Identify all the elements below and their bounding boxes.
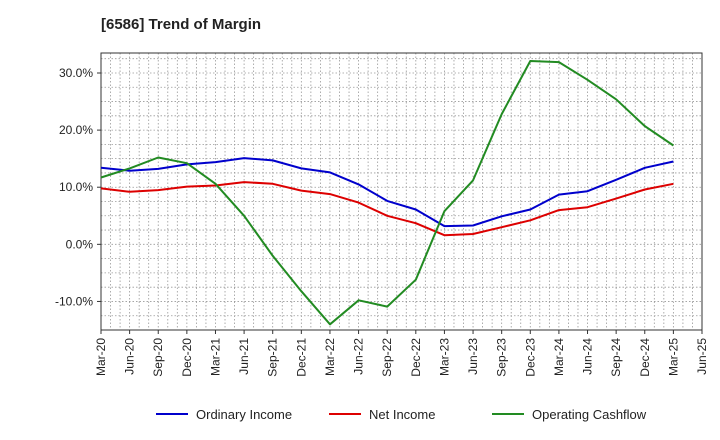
x-tick-label: Sep-23 [495,338,509,377]
y-tick-label: -10.0% [55,294,93,308]
x-tick-label: Sep-21 [266,338,280,377]
x-tick-label: Dec-24 [638,338,652,377]
x-tick-label: Jun-20 [123,338,137,375]
x-tick-label: Jun-25 [695,338,709,375]
plot-frame [100,52,703,331]
x-tick-label: Sep-20 [151,338,165,377]
x-tick-label: Jun-22 [352,338,366,375]
legend-label: Ordinary Income [196,407,292,422]
y-tick-label: 30.0% [59,66,93,80]
series-line [100,60,674,326]
y-tick-label: 10.0% [59,180,93,194]
x-tick-label: Mar-24 [552,338,566,376]
x-tick-label: Jun-23 [466,338,480,375]
x-tick-label: Jun-21 [237,338,251,375]
x-tick-label: Sep-22 [380,338,394,377]
series-line [100,181,674,237]
x-tick-label: Dec-22 [409,338,423,377]
legend-label: Operating Cashflow [532,407,647,422]
legend-label: Net Income [369,407,435,422]
x-tick-label: Dec-20 [180,338,194,377]
x-tick-label: Mar-20 [94,338,108,376]
x-tick-label: Mar-25 [666,338,680,376]
x-tick-label: Mar-23 [437,338,451,376]
x-tick-label: Dec-21 [294,338,308,377]
x-tick-label: Mar-22 [323,338,337,376]
x-tick-label: Dec-23 [523,338,537,377]
y-tick-label: 20.0% [59,123,93,137]
chart-title: [6586] Trend of Margin [101,16,262,33]
x-tick-label: Jun-24 [581,338,595,375]
x-tick-label: Sep-24 [609,338,623,377]
y-tick-label: 0.0% [66,237,94,251]
x-tick-label: Mar-21 [208,338,222,376]
series-line [100,157,674,228]
